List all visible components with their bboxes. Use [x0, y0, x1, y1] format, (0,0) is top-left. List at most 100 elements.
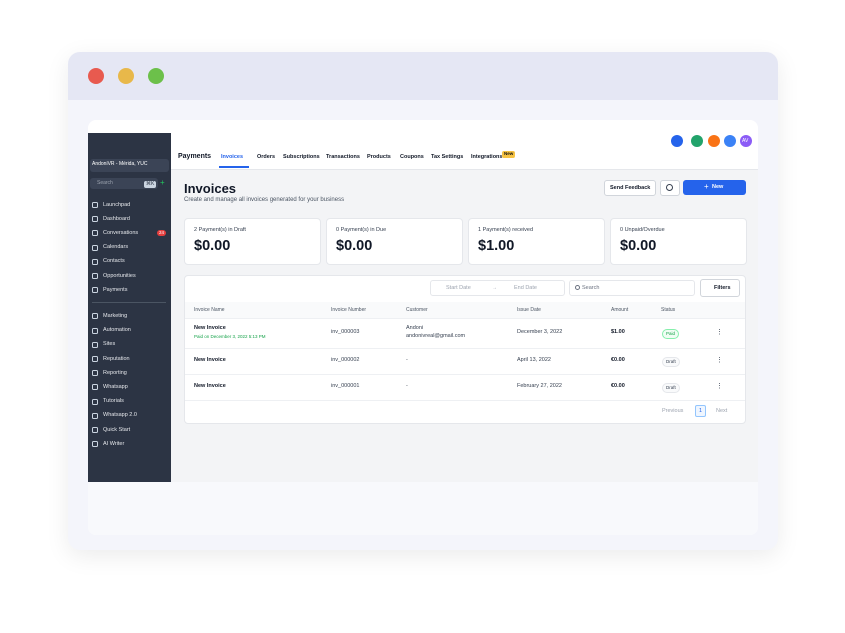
avatar[interactable]: [740, 135, 752, 147]
minimize-dot: [118, 68, 134, 84]
tab[interactable]: Products: [367, 154, 391, 160]
nav-item[interactable]: Dashboard: [103, 215, 130, 222]
search-field[interactable]: [569, 280, 695, 296]
nav-item[interactable]: Whatsapp 2.0: [103, 412, 137, 419]
nav-icon: [92, 327, 98, 334]
feedback-button[interactable]: [604, 180, 656, 196]
nav-item[interactable]: Contacts: [103, 258, 125, 265]
nav-icon: [92, 230, 98, 237]
invoice-name[interactable]: New Invoice: [194, 325, 226, 331]
close-dot: [88, 68, 104, 84]
page-subtitle: Create and manage all invoices generated…: [184, 197, 345, 203]
nav-item[interactable]: Tutorials: [103, 398, 124, 405]
page-number[interactable]: 1: [699, 407, 703, 414]
date-range[interactable]: [430, 280, 565, 296]
invoice-number: inv_000003: [331, 329, 360, 335]
nav-item[interactable]: Calendars: [103, 244, 129, 251]
nav-item[interactable]: Marketing: [103, 312, 128, 319]
column-header: Invoice Name: [194, 306, 225, 313]
nav-item[interactable]: Sites: [103, 341, 116, 348]
nav-item[interactable]: Payments: [103, 286, 128, 293]
header-icon[interactable]: [724, 135, 736, 147]
summary-value: $0.00: [194, 238, 231, 254]
tab[interactable]: Tax Settings: [431, 154, 464, 160]
nav-icon: [92, 370, 98, 377]
tab[interactable]: Orders: [257, 154, 276, 160]
tab[interactable]: Transactions: [326, 154, 360, 160]
nav-icon: [92, 287, 98, 294]
row-menu[interactable]: ⋮: [716, 329, 723, 336]
nav-item[interactable]: Reputation: [103, 355, 130, 362]
summary-label: 1 Payment(s) received: [478, 227, 534, 233]
status-pill: Draft: [662, 357, 680, 367]
header-icon[interactable]: [671, 135, 683, 147]
summary-card: [326, 218, 463, 265]
nav-item[interactable]: Launchpad: [103, 201, 131, 208]
nav-icon: [92, 384, 98, 391]
amount: $1.00: [611, 329, 625, 335]
previous-page[interactable]: Previous: [662, 407, 684, 414]
search-shortcut: ⌘K: [144, 180, 157, 188]
account-name: AndoniVR - Mérida, YUC: [92, 161, 148, 167]
nav-icon: [92, 356, 98, 362]
column-header: Amount: [611, 306, 629, 313]
status-pill: Paid: [662, 329, 680, 339]
tab-underline: [219, 166, 249, 168]
nav-icon: [92, 441, 98, 448]
feedback-label: Send Feedback: [610, 184, 651, 191]
summary-value: $0.00: [336, 238, 373, 254]
header-icon[interactable]: [708, 135, 720, 147]
tab[interactable]: Coupons: [400, 154, 424, 160]
nav-icon: [92, 273, 98, 279]
column-header: Status: [661, 306, 676, 313]
new-button[interactable]: [683, 180, 746, 195]
date-arrow: →: [492, 285, 497, 291]
filters-button[interactable]: [700, 279, 740, 297]
avatar-initials: AV: [742, 138, 749, 144]
invoice-number: inv_000002: [331, 357, 360, 363]
next-page[interactable]: Next: [716, 407, 728, 414]
search-box[interactable]: [90, 178, 158, 189]
account-selector[interactable]: [90, 159, 169, 172]
row-divider: [185, 400, 745, 401]
page-title: Invoices: [184, 181, 237, 196]
column-header: Issue Date: [517, 306, 541, 313]
sidebar-divider: [92, 302, 166, 304]
amount: €0.00: [611, 383, 625, 389]
nav-item[interactable]: Opportunities: [103, 272, 136, 279]
page-box: [695, 405, 706, 417]
row-menu[interactable]: ⋮: [716, 383, 723, 390]
settings-icon: [666, 184, 673, 191]
row-divider: [185, 318, 745, 319]
tab[interactable]: Integrations: [471, 154, 503, 160]
invoice-name[interactable]: New Invoice: [194, 383, 226, 389]
nav-icon: [92, 216, 98, 223]
summary-label: 0 Unpaid/Overdue: [620, 227, 665, 233]
nav-item[interactable]: Conversations: [103, 229, 139, 236]
nav-item[interactable]: Quick Start: [103, 426, 131, 433]
table-head: [185, 302, 745, 318]
nav-item[interactable]: Reporting: [103, 369, 127, 376]
tab[interactable]: Invoices: [221, 154, 244, 160]
row-menu[interactable]: ⋮: [716, 357, 723, 364]
header-icon[interactable]: [691, 135, 703, 147]
row-divider: [185, 374, 745, 375]
invoice-name[interactable]: New Invoice: [194, 357, 226, 363]
add-button[interactable]: +: [160, 178, 165, 187]
summary-card: [468, 218, 605, 265]
end-date: End Date: [514, 284, 537, 291]
nav-item[interactable]: AI Writer: [103, 440, 125, 447]
amount: €0.00: [611, 357, 625, 363]
start-date: Start Date: [446, 284, 471, 291]
row-divider: [185, 348, 745, 349]
new-badge: New: [502, 151, 516, 158]
summary-value: $1.00: [478, 238, 515, 254]
nav-item[interactable]: Whatsapp: [103, 383, 128, 390]
nav-icon: [92, 341, 98, 348]
search-placeholder: Search: [582, 284, 600, 291]
maximize-dot: [148, 68, 164, 84]
nav-icon: [92, 427, 98, 433]
nav-item[interactable]: Automation: [103, 327, 131, 334]
tab[interactable]: Subscriptions: [283, 154, 320, 160]
